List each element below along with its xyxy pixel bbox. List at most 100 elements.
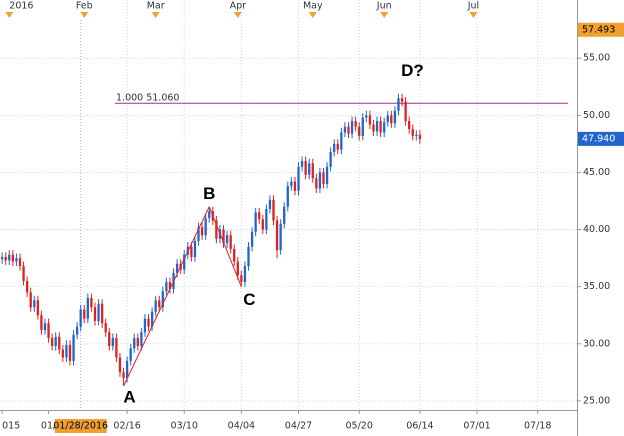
candle-body [86,298,89,319]
candle-body [4,256,7,261]
candle-body [225,235,229,244]
candle-body [43,323,47,331]
candle-body [18,258,22,267]
candle-body [83,309,86,319]
candle-body [393,110,397,124]
top-tick-marker [5,12,14,18]
candle-body [111,338,114,347]
candle-body [154,300,157,312]
candle-body [25,280,29,293]
y-tick-label: 30.00 [583,338,610,349]
candle-body [236,261,239,276]
candle-body [29,292,32,308]
top-tick-marker [80,12,89,18]
y-tick-label: 35.00 [583,281,610,292]
pattern-line [208,206,242,287]
candle-body [336,143,339,150]
top-tick-marker [233,12,242,18]
candle-body [143,318,147,333]
candle-body [329,151,332,167]
candle-body [22,266,25,281]
candle-body [283,206,286,224]
candle-body [415,134,418,136]
top-tick-label: Mar [147,1,165,12]
candle-body [115,338,118,358]
candle-body [190,246,193,257]
candle-body [275,220,279,251]
crosshair-box [54,419,107,433]
candle-body [404,101,407,122]
candle-body [350,121,354,134]
candle-body [408,121,411,130]
candle-body [58,336,61,350]
candle-body [390,115,393,124]
candle-body [158,300,161,308]
top-tick-label: Feb [76,1,93,12]
last-price-tag-label: 47.940 [582,133,615,144]
candle-body [222,229,225,244]
top-tick-label: Apr [230,1,247,12]
x-tick-label: 06/14 [406,421,433,432]
candle-body [40,315,43,331]
candle-body [54,336,57,347]
x-tick-label: 07/18 [524,421,551,432]
y-tick-label: 45.00 [583,167,610,178]
y-tick-label: 40.00 [583,224,610,235]
candle-body [108,332,111,347]
x-tick-label: 03/10 [171,421,198,432]
candle-body [418,134,422,139]
candle-body [104,323,107,333]
candle-body [90,298,93,308]
candle-body [383,122,386,133]
candle-body [168,282,172,289]
high-tag-box [578,22,624,37]
candle-body [333,143,336,152]
candle-body [0,256,4,260]
candle-body [322,172,325,184]
pattern-line [123,206,210,387]
candle-body [97,303,100,321]
candle-body [61,349,65,358]
candle-body [36,300,40,316]
candle-body [240,275,243,283]
top-tick-label: Jul [467,1,479,12]
x-tick-label: 015 [2,421,20,432]
candle-body [68,344,72,361]
candle-body [33,300,36,308]
candle-body [100,303,104,324]
candle-body [397,98,400,111]
candle-body [233,248,236,262]
candle-body [400,98,404,102]
candle-body [358,126,361,136]
candle-body [8,254,11,261]
pattern-label: C [243,290,255,309]
candle-body [293,181,297,191]
last-price-tag-box [578,131,624,146]
candle-body [308,163,311,175]
candle-body [290,181,293,187]
y-tick-label: 25.00 [583,395,610,406]
fib-label: 1.000 51.060 [116,93,179,104]
candle-body [79,309,82,327]
x-tick-label: 01/ [41,421,57,432]
candle-body [354,121,357,127]
candle-body [272,199,275,221]
x-tick-label: 04/27 [285,421,312,432]
grid [0,0,577,410]
candle-body [297,166,300,191]
pattern-label: A [123,388,135,407]
crosshair-label: 01/28/2016 [53,421,108,432]
candle-body [215,220,218,239]
x-tick-label: 05/20 [346,421,373,432]
candle-body [365,115,368,118]
candle-body [300,161,304,167]
candle-body [75,326,79,335]
candle-body [375,121,379,132]
candle-body [11,254,15,262]
candle-body [318,172,322,189]
candle-body [304,161,307,175]
candle-body [161,291,164,308]
